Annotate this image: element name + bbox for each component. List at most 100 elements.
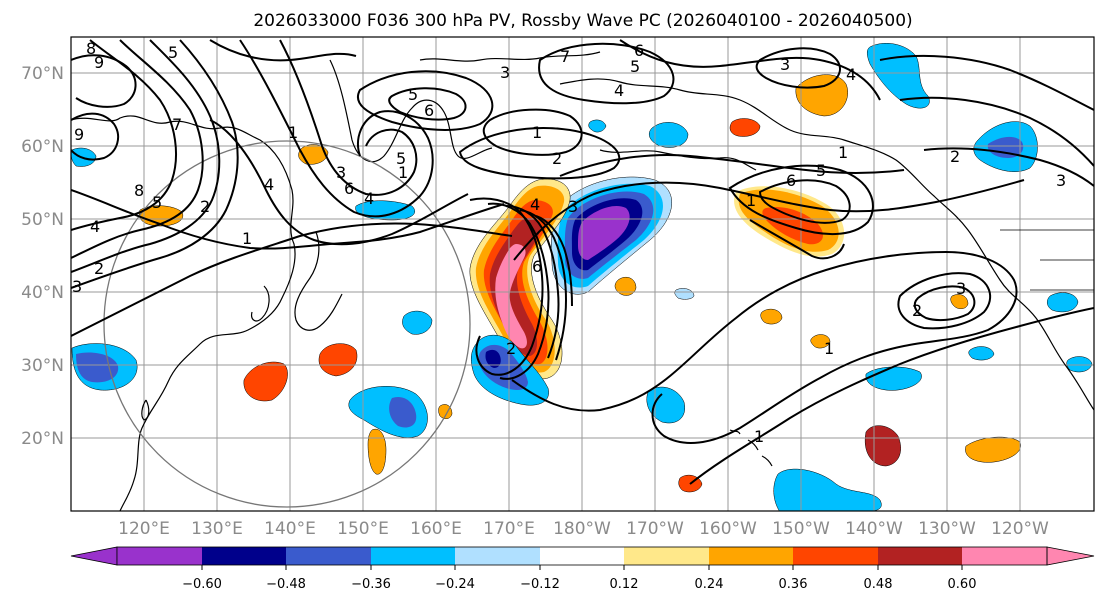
contour-label: 2 bbox=[200, 197, 210, 216]
colorbar-segment bbox=[286, 547, 371, 565]
lon-label: 140°E bbox=[264, 519, 316, 539]
coastline-kamchatka bbox=[329, 59, 493, 163]
contour-label: 6 bbox=[344, 179, 354, 198]
negative-anomaly-subtropics-core bbox=[389, 396, 417, 428]
colorbar-segment bbox=[709, 547, 793, 565]
contour-label: 1 bbox=[838, 143, 848, 162]
contour-label: 2 bbox=[552, 149, 562, 168]
contour-ridge-arc bbox=[513, 179, 1025, 261]
contour-label: 7 bbox=[172, 115, 182, 134]
negative-anomaly-small-3 bbox=[1047, 292, 1079, 313]
contour-west-trough-4 bbox=[71, 39, 177, 231]
lat-label: 30°N bbox=[21, 356, 64, 376]
colorbar-label: −0.24 bbox=[435, 577, 475, 592]
contour-label: 4 bbox=[614, 81, 624, 100]
contour-label: 2 bbox=[950, 147, 960, 166]
lon-label: 180°W bbox=[553, 519, 611, 539]
colorbar-segment bbox=[371, 547, 455, 565]
colorbar-label: −0.48 bbox=[266, 577, 306, 592]
contour-label: 5 bbox=[408, 85, 418, 104]
pv-contours bbox=[71, 39, 1094, 485]
negative-anomaly-hawaii bbox=[646, 386, 686, 424]
contour-arctic-2 bbox=[482, 108, 583, 156]
contour-label: 3 bbox=[72, 277, 82, 296]
coastline-japan bbox=[294, 231, 343, 331]
colorbar-extend-low bbox=[70, 546, 118, 566]
contour-kamchatka-trough-2 bbox=[279, 39, 418, 196]
positive-anomaly-small-6 bbox=[810, 334, 831, 349]
contour-label: 2 bbox=[94, 259, 104, 278]
positive-anomaly-gulf-alaska-3 bbox=[762, 206, 823, 245]
colorbar-label: 0.12 bbox=[610, 577, 639, 592]
colorbar-segment bbox=[962, 547, 1047, 565]
coastline-asia bbox=[71, 115, 296, 511]
coastline-korea bbox=[251, 285, 270, 322]
contour-label: 1 bbox=[532, 123, 542, 142]
contour-label: 1 bbox=[398, 163, 408, 182]
contour-siberia-1 bbox=[71, 54, 137, 108]
contour-arctic-6 bbox=[619, 39, 881, 101]
lon-label: 120°E bbox=[118, 519, 170, 539]
contour-west-trough-3 bbox=[71, 39, 239, 289]
negative-anomaly-small-8 bbox=[674, 288, 695, 300]
contour-trough-central-1 bbox=[469, 197, 544, 376]
lon-label: 120°W bbox=[991, 519, 1049, 539]
contour-gulf-alaska-low-3 bbox=[749, 219, 845, 260]
contour-label: 5 bbox=[168, 43, 178, 62]
positive-anomaly-alaska-north bbox=[795, 74, 848, 117]
contour-arctic-4 bbox=[357, 70, 494, 131]
contour-label: 1 bbox=[754, 427, 764, 446]
contour-lower-jet bbox=[689, 307, 1094, 485]
contour-label: 9 bbox=[74, 125, 84, 144]
lat-label: 40°N bbox=[21, 283, 64, 303]
contour-label: 1 bbox=[242, 229, 252, 248]
colorbar-segment bbox=[202, 547, 286, 565]
contour-gulf-alaska-low-2 bbox=[758, 179, 851, 224]
contour-label: 6 bbox=[532, 257, 542, 276]
coastline-taiwan bbox=[141, 399, 150, 421]
contour-kamchatka-trough-1 bbox=[239, 39, 434, 218]
contour-label: 4 bbox=[90, 217, 100, 236]
contour-label: 3 bbox=[500, 63, 510, 82]
contour-jet-north bbox=[71, 189, 505, 250]
lon-label: 130°E bbox=[191, 519, 243, 539]
contour-labels: 9 8 9 5 7 6 5 4 3 4 1 5 6 1 1 2 3 2 1 5 … bbox=[72, 39, 1066, 446]
contour-label: 6 bbox=[786, 171, 796, 190]
contour-canada-1 bbox=[879, 54, 1094, 111]
positive-anomaly-small-8 bbox=[950, 294, 969, 309]
lat-label: 60°N bbox=[21, 137, 64, 157]
contour-label: 2 bbox=[506, 339, 516, 358]
lat-label: 20°N bbox=[21, 429, 64, 449]
positive-anomaly-central-5 bbox=[495, 244, 527, 349]
contour-label: 9 bbox=[94, 53, 104, 72]
contour-ridge-arc-2 bbox=[559, 153, 905, 177]
contour-label: 5 bbox=[816, 161, 826, 180]
lat-label: 70°N bbox=[21, 64, 64, 84]
colorbar-segment bbox=[878, 547, 962, 565]
contour-siberia-3 bbox=[209, 39, 357, 62]
lon-label: 130°W bbox=[918, 519, 976, 539]
negative-anomaly-small-2 bbox=[968, 346, 995, 361]
lon-label: 160°W bbox=[699, 519, 757, 539]
negative-anomaly-small-5 bbox=[1066, 356, 1093, 373]
colorbar-label: 0.36 bbox=[779, 577, 808, 592]
contour-label: 6 bbox=[634, 41, 644, 60]
colorbar-label: −0.60 bbox=[182, 577, 222, 592]
positive-anomaly-small-5 bbox=[760, 308, 783, 325]
colorbar-segment bbox=[540, 547, 624, 565]
positive-anomaly-small-2 bbox=[729, 118, 761, 137]
map-frame bbox=[70, 36, 1095, 512]
colorbar-label: 0.60 bbox=[948, 577, 977, 592]
contour-east-pacific-low bbox=[897, 272, 992, 330]
colorbar-ticks bbox=[201, 565, 963, 570]
lon-label: 170°E bbox=[483, 519, 535, 539]
contour-gulf-alaska-low-1 bbox=[728, 164, 874, 236]
negative-anomaly-small-1 bbox=[402, 310, 433, 335]
contour-label: 1 bbox=[824, 339, 834, 358]
contour-canada-3 bbox=[923, 147, 1094, 187]
pv-anomaly-shading bbox=[71, 43, 1093, 511]
colorbar-segment bbox=[455, 547, 540, 565]
colorbar-extend-high bbox=[1046, 546, 1095, 566]
positive-anomaly-west-pacific-2 bbox=[318, 343, 358, 377]
